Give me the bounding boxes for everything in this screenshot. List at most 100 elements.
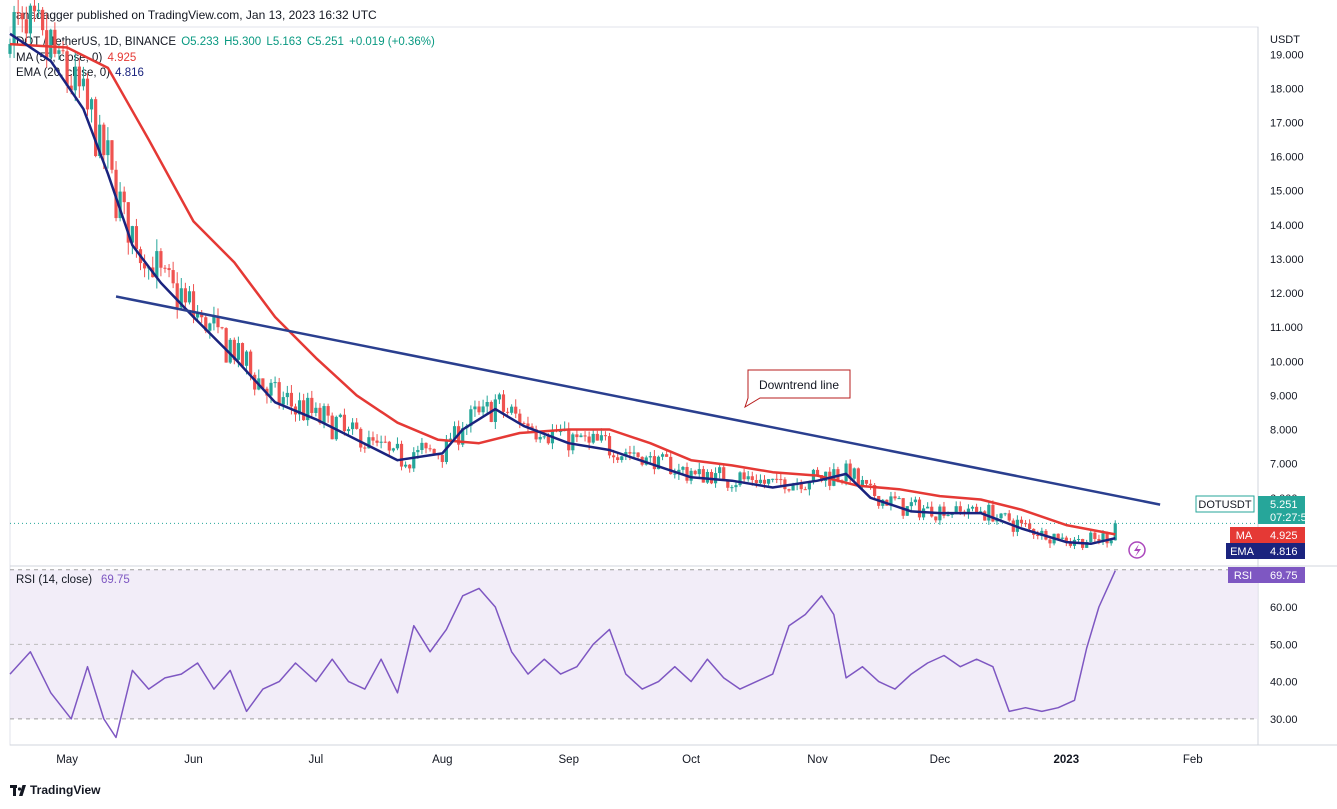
candle-body <box>399 443 404 467</box>
candle <box>1048 537 1052 548</box>
candle-body <box>616 457 620 461</box>
candle-body <box>909 502 913 507</box>
candle <box>359 427 363 452</box>
lightning-icon[interactable] <box>1128 541 1146 559</box>
candle-body <box>355 422 359 429</box>
candle <box>118 182 122 222</box>
candle <box>228 337 232 364</box>
candle <box>159 248 163 277</box>
candle <box>481 399 485 418</box>
price-tick-label: 14.000 <box>1270 220 1304 232</box>
price-axis[interactable]: 19.000 18.000 17.000 16.000 15.000 14.000 13.0… <box>1270 49 1304 504</box>
downtrend-callout[interactable]: Downtrend line <box>744 369 851 409</box>
candle-body <box>783 479 787 490</box>
candle <box>1007 510 1011 522</box>
candle-body <box>444 440 448 462</box>
candle-body <box>958 506 962 512</box>
candle <box>575 428 579 443</box>
candle <box>8 38 12 58</box>
candle-body <box>224 328 228 363</box>
legend-close: C5.251 <box>306 36 344 48</box>
candle-body <box>591 433 595 443</box>
candle-body <box>889 496 893 506</box>
candle-body <box>318 407 322 423</box>
candle <box>375 434 379 447</box>
candle-body <box>326 406 330 416</box>
candle <box>399 440 404 471</box>
candle <box>1003 512 1007 517</box>
downtrend-line[interactable] <box>115 295 1161 506</box>
rsi-tick-label: 40.00 <box>1270 677 1298 689</box>
candle <box>607 432 612 459</box>
candle-body <box>244 351 249 366</box>
candle-body <box>1113 523 1117 541</box>
candle-body <box>738 472 742 486</box>
candle-body <box>36 9 41 12</box>
candle-body <box>130 226 134 243</box>
candle-body <box>632 452 636 454</box>
candle-body <box>946 514 950 516</box>
candle-body <box>518 413 522 424</box>
candle-body <box>493 399 497 422</box>
candle <box>1060 533 1064 540</box>
candle <box>510 404 514 415</box>
candle <box>175 272 179 319</box>
candle-body <box>1060 537 1064 539</box>
candle <box>746 471 750 482</box>
time-axis[interactable]: May Jun Jul Aug Sep Oct Nov Dec 2023 Feb <box>56 754 1202 766</box>
candle <box>420 437 424 455</box>
time-tick-label: Sep <box>559 754 579 766</box>
candle <box>1113 520 1117 541</box>
candle <box>1089 529 1093 545</box>
candle-body <box>954 506 958 513</box>
rsi-axis[interactable]: 60.00 50.00 40.00 30.00 <box>1270 602 1298 726</box>
candle <box>240 342 245 368</box>
candle-body <box>81 78 86 87</box>
candle <box>224 327 228 363</box>
candle-body <box>1003 513 1007 515</box>
candle-body <box>787 489 791 491</box>
candle <box>355 418 359 430</box>
candle <box>913 496 918 506</box>
candles[interactable] <box>8 0 1117 551</box>
candle-body <box>660 454 665 457</box>
candle <box>208 322 212 339</box>
candle <box>73 51 77 102</box>
candle <box>799 479 803 494</box>
rsi-legend-label[interactable]: RSI (14, close) <box>16 574 92 586</box>
legend-ema-row[interactable]: EMA (20, close, 0) 4.816 <box>16 66 437 82</box>
candle-body <box>681 466 685 470</box>
ma-line[interactable] <box>9 42 1116 536</box>
price-tick-label: 12.000 <box>1270 288 1304 300</box>
candle-body <box>530 426 534 430</box>
candle-body <box>208 323 212 331</box>
candle <box>342 408 347 436</box>
candle <box>395 437 400 451</box>
candle <box>41 7 45 36</box>
price-tick-label: 17.000 <box>1270 118 1304 130</box>
ema-line[interactable] <box>9 32 1116 546</box>
footer-brand[interactable]: TradingView <box>10 783 100 797</box>
candle <box>897 496 901 500</box>
ema-badge-value: 4.816 <box>1270 546 1298 558</box>
candle <box>868 479 873 490</box>
price-tick-label: 8.000 <box>1270 425 1298 437</box>
candle-body <box>350 422 355 430</box>
candle-body <box>448 438 453 441</box>
candle-body <box>991 504 995 522</box>
candle-body <box>359 428 363 448</box>
candle-body <box>999 513 1003 519</box>
ema-badge: EMA 4.816 <box>1226 543 1305 559</box>
rsi-line[interactable] <box>9 570 1116 739</box>
candle-body <box>45 30 49 58</box>
candle-body <box>1093 532 1097 539</box>
candle <box>860 475 864 491</box>
candle <box>514 399 518 419</box>
candle-body <box>49 29 53 58</box>
candle-body <box>387 441 391 451</box>
candle-body <box>799 483 803 490</box>
candle-body <box>367 437 371 449</box>
candle-body <box>142 263 147 269</box>
candle <box>930 501 934 518</box>
